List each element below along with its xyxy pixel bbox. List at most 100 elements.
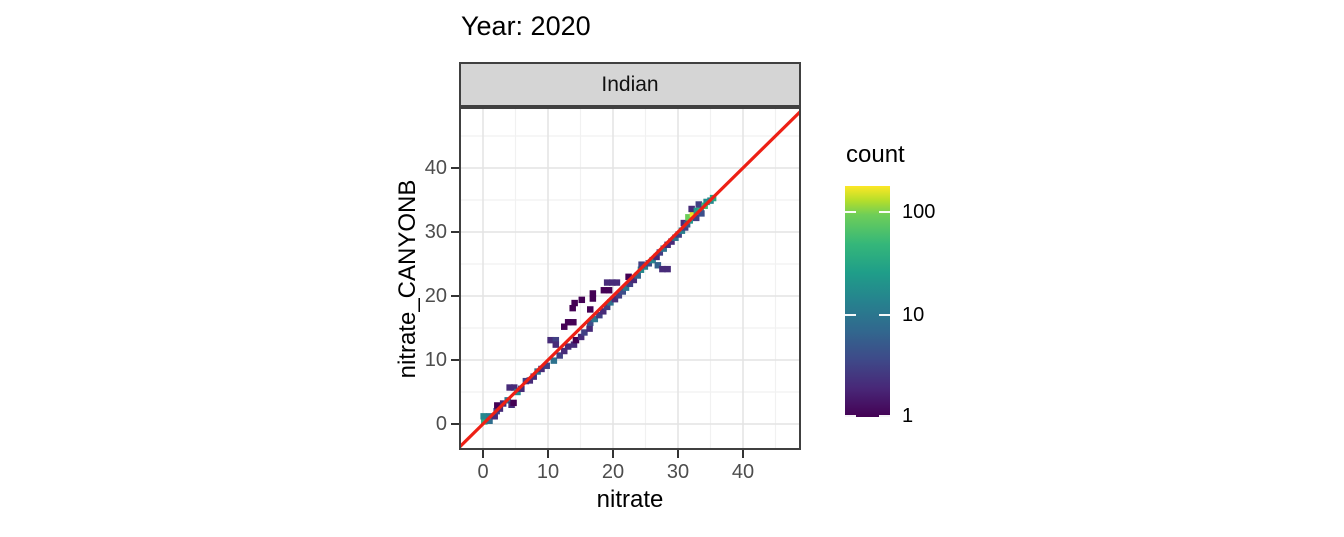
bin-cell xyxy=(591,315,599,323)
bin-cell xyxy=(547,336,554,344)
y-tick-label: 20 xyxy=(424,285,447,307)
y-tick-label: 10 xyxy=(424,349,447,371)
x-tick-label: 40 xyxy=(731,461,755,483)
bin-cell xyxy=(561,323,568,330)
bin2d-chart-canvas xyxy=(461,109,799,448)
x-tick-mark xyxy=(547,450,549,458)
bin-cell xyxy=(600,308,607,315)
bin-cell xyxy=(552,341,560,348)
legend-tick-mark xyxy=(845,415,856,417)
bin-cell xyxy=(510,399,517,407)
bin-cell xyxy=(550,357,558,364)
bin-cell xyxy=(607,299,614,306)
bin-cell xyxy=(587,319,594,327)
legend-tick-mark xyxy=(879,314,890,316)
bin-cell xyxy=(611,296,619,303)
bin-cell xyxy=(586,325,593,332)
bin-cell xyxy=(698,210,705,217)
bin-cell xyxy=(480,413,487,420)
legend-tick-label: 10 xyxy=(902,304,925,326)
bin-cell xyxy=(680,219,688,227)
x-tick-label: 20 xyxy=(601,461,625,483)
x-tick-label: 10 xyxy=(536,461,560,483)
bin-cell xyxy=(659,265,666,273)
bin-cell xyxy=(526,377,534,384)
bin-cell xyxy=(581,329,588,336)
bin-cell xyxy=(486,417,493,424)
legend-tick-mark xyxy=(845,211,856,213)
bin-cell xyxy=(660,245,667,252)
bin-cell xyxy=(693,207,701,215)
bin-cell xyxy=(675,231,682,238)
bin-cell xyxy=(613,279,621,286)
legend-tick-mark xyxy=(845,314,856,316)
y-tick-mark xyxy=(451,167,459,169)
bin-cell xyxy=(609,279,616,286)
bin-cell xyxy=(638,261,645,268)
x-tick-label: 30 xyxy=(666,461,690,483)
bin-cell xyxy=(506,384,513,391)
legend-tick-label: 1 xyxy=(902,405,914,427)
bin-cell xyxy=(653,253,660,261)
bin-cell xyxy=(543,362,550,369)
bin-cell xyxy=(538,365,545,373)
y-tick-mark xyxy=(451,295,459,297)
y-tick-mark xyxy=(451,423,459,425)
bin-cell xyxy=(510,384,518,391)
x-tick-mark xyxy=(482,450,484,458)
bin-cell xyxy=(570,341,578,348)
x-tick-label: 0 xyxy=(477,461,489,483)
bin-cell xyxy=(630,276,638,284)
legend-tick-mark xyxy=(879,415,890,417)
bin-cell xyxy=(518,385,525,392)
bin-cell xyxy=(603,303,611,311)
bin-cell xyxy=(634,272,641,279)
identity-reference-line xyxy=(461,110,799,448)
bin-cell xyxy=(571,299,578,307)
bin-cell xyxy=(530,373,537,380)
legend-title: count xyxy=(846,141,905,168)
bin-cell xyxy=(654,262,662,269)
bin-cell xyxy=(561,347,568,355)
facet-strip: Indian xyxy=(459,62,801,107)
bin-cell xyxy=(569,304,576,312)
bin-cell xyxy=(692,214,700,222)
y-tick-label: 30 xyxy=(424,221,447,243)
facet-strip-label: Indian xyxy=(601,72,659,96)
bin-cell xyxy=(625,273,632,280)
bin-cell xyxy=(664,241,671,248)
bin-cell xyxy=(577,333,585,341)
bin-cell xyxy=(570,319,577,326)
bin-cell xyxy=(596,312,603,319)
bin-cell xyxy=(695,201,703,208)
legend-tick-mark xyxy=(879,211,890,213)
bin-cell xyxy=(564,343,572,350)
legend-colorbar: 100 10 1 xyxy=(845,186,935,426)
y-tick-label: 40 xyxy=(424,157,447,179)
bin-cell xyxy=(688,205,695,213)
bin-cell xyxy=(572,336,580,344)
bin-cell xyxy=(587,306,594,313)
x-tick-mark xyxy=(677,450,679,458)
bin-cell xyxy=(578,296,586,304)
x-tick-mark xyxy=(612,450,614,458)
plot-panel xyxy=(459,107,801,450)
bin-cell xyxy=(556,352,563,359)
bin-cell xyxy=(645,260,652,267)
bin-cell xyxy=(494,402,501,409)
x-axis-title: nitrate xyxy=(596,486,664,513)
bin-cell xyxy=(615,292,623,299)
bin-cell xyxy=(622,284,630,291)
y-tick-mark xyxy=(451,359,459,361)
plot-title: Year: 2020 xyxy=(461,11,591,41)
bin-cell xyxy=(564,319,572,326)
y-tick-label: 0 xyxy=(435,413,447,435)
bin-cell xyxy=(605,287,613,294)
bin-cell xyxy=(600,287,608,294)
bin-cell xyxy=(668,238,675,245)
bin-cell xyxy=(589,290,597,297)
bin-cell xyxy=(664,265,671,273)
bin-cell xyxy=(626,280,634,288)
bin-cell xyxy=(603,279,611,286)
